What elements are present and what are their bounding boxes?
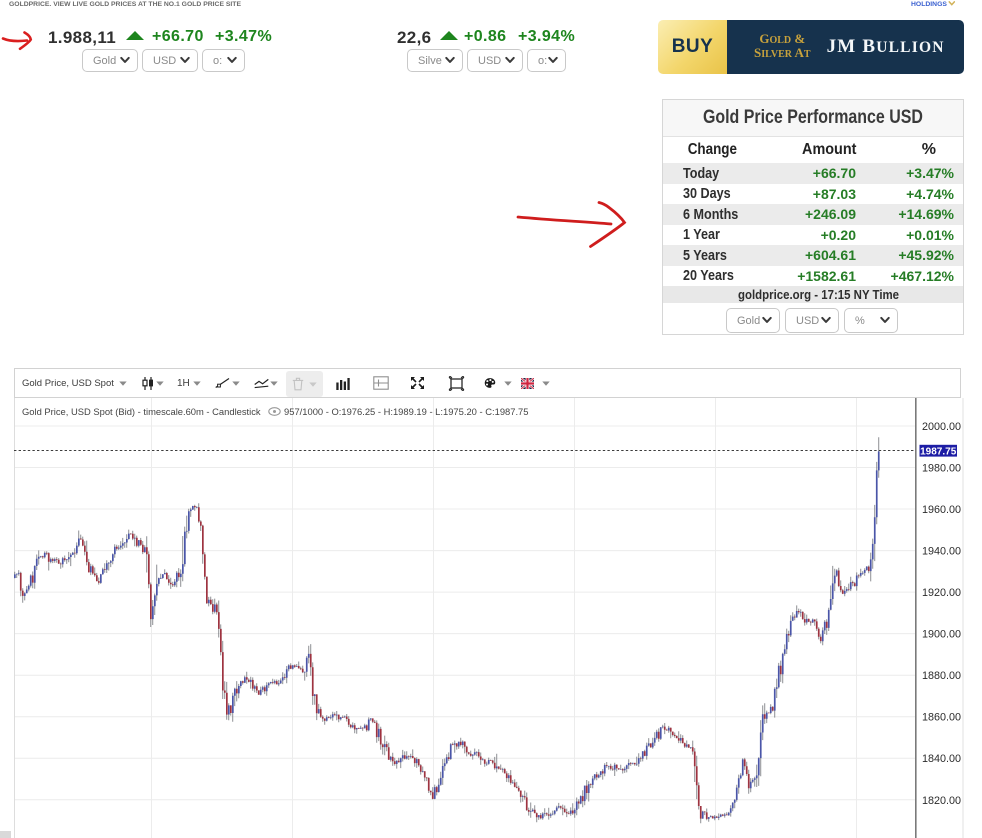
svg-text:1960.00: 1960.00 — [922, 504, 961, 516]
svg-text:1840.00: 1840.00 — [922, 753, 961, 765]
svg-text:1987.75: 1987.75 — [920, 446, 957, 457]
svg-text:2000.00: 2000.00 — [922, 421, 961, 433]
svg-text:1920.00: 1920.00 — [922, 587, 961, 599]
svg-text:1900.00: 1900.00 — [922, 629, 961, 641]
svg-text:1940.00: 1940.00 — [922, 546, 961, 558]
svg-text:1980.00: 1980.00 — [922, 463, 961, 475]
svg-text:1860.00: 1860.00 — [922, 712, 961, 724]
svg-text:1880.00: 1880.00 — [922, 670, 961, 682]
svg-text:1820.00: 1820.00 — [922, 795, 961, 807]
